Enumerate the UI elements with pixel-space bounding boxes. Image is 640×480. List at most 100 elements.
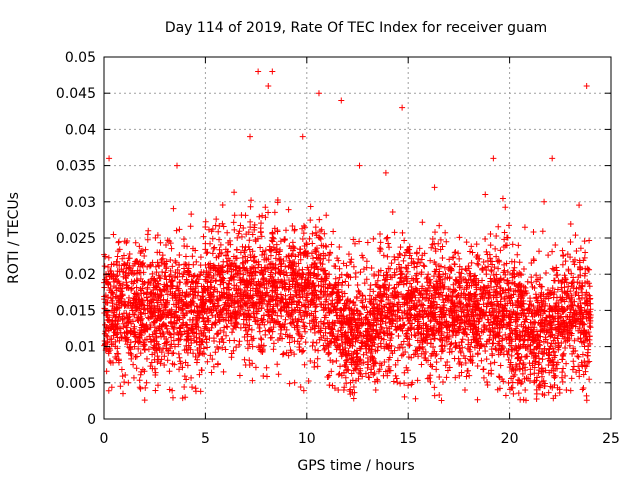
- data-point: [246, 341, 253, 348]
- data-point: [381, 358, 388, 365]
- data-point: [384, 234, 391, 241]
- data-point: [220, 368, 227, 375]
- data-point: [310, 339, 317, 346]
- data-point: [146, 263, 153, 270]
- data-point: [495, 265, 502, 272]
- data-point: [474, 260, 481, 267]
- data-point: [392, 361, 399, 368]
- data-point: [586, 237, 593, 244]
- data-point: [279, 351, 286, 358]
- data-points: [101, 68, 594, 404]
- data-point: [459, 336, 466, 343]
- data-point: [180, 236, 187, 243]
- data-point: [465, 337, 472, 344]
- data-point: [433, 366, 440, 373]
- data-point: [168, 334, 175, 341]
- data-point: [406, 250, 413, 257]
- data-point: [416, 245, 423, 252]
- data-point: [262, 204, 269, 211]
- data-point: [295, 330, 302, 337]
- data-point: [108, 384, 115, 391]
- data-point: [155, 382, 162, 389]
- data-point: [231, 212, 238, 219]
- data-point: [157, 239, 164, 246]
- data-point: [122, 372, 129, 379]
- data-point: [487, 360, 494, 367]
- data-point: [223, 332, 230, 339]
- data-point: [258, 336, 265, 343]
- data-point: [219, 335, 226, 342]
- data-point: [539, 228, 546, 235]
- data-point: [213, 216, 220, 223]
- data-point: [141, 253, 148, 260]
- data-point: [307, 203, 314, 210]
- data-point: [573, 369, 580, 376]
- data-point: [552, 242, 559, 249]
- data-point: [497, 362, 504, 369]
- data-point: [170, 205, 177, 212]
- data-point: [130, 374, 137, 381]
- data-point: [551, 334, 558, 341]
- data-point: [431, 384, 438, 391]
- data-point: [388, 260, 395, 267]
- data-point: [309, 255, 316, 262]
- data-point: [313, 245, 320, 252]
- data-point: [271, 209, 278, 216]
- data-point: [249, 343, 256, 350]
- data-point: [549, 265, 556, 272]
- data-point: [274, 312, 281, 319]
- data-point: [436, 391, 443, 398]
- data-point: [516, 259, 523, 266]
- data-point: [320, 332, 327, 339]
- data-point: [478, 357, 485, 364]
- data-point: [364, 239, 371, 246]
- data-point: [101, 263, 108, 270]
- data-point: [367, 286, 374, 293]
- data-point: [405, 341, 412, 348]
- data-point: [578, 338, 585, 345]
- data-point: [579, 294, 586, 301]
- data-point: [103, 368, 110, 375]
- data-point: [164, 291, 171, 298]
- data-point: [176, 226, 183, 233]
- data-point: [408, 255, 415, 262]
- data-point: [562, 372, 569, 379]
- data-point: [119, 255, 126, 262]
- data-point: [366, 292, 373, 299]
- data-point: [157, 360, 164, 367]
- data-point: [482, 348, 489, 355]
- data-point: [562, 345, 569, 351]
- data-point: [452, 249, 459, 256]
- data-point: [280, 350, 287, 357]
- data-point: [270, 346, 277, 353]
- data-point: [212, 222, 219, 229]
- data-point: [132, 239, 139, 246]
- data-point: [404, 367, 411, 374]
- data-point: [493, 232, 500, 239]
- data-point: [274, 361, 281, 368]
- data-point: [427, 372, 434, 379]
- data-point: [468, 243, 475, 250]
- data-point: [224, 262, 231, 269]
- data-point: [377, 297, 384, 304]
- data-point: [148, 290, 155, 297]
- data-point: [348, 370, 355, 377]
- data-point: [406, 342, 413, 349]
- data-point: [570, 274, 577, 281]
- data-point: [176, 354, 183, 361]
- data-point: [136, 243, 143, 250]
- data-point: [282, 316, 289, 323]
- data-point: [364, 364, 371, 371]
- data-point: [326, 350, 333, 357]
- data-point: [457, 348, 464, 355]
- data-point: [308, 317, 315, 324]
- data-point: [302, 339, 309, 346]
- data-point: [534, 374, 541, 381]
- data-point: [509, 241, 516, 248]
- data-point: [569, 350, 576, 357]
- data-point: [230, 219, 237, 226]
- data-point: [573, 248, 580, 255]
- data-point: [141, 397, 148, 404]
- data-point: [384, 253, 391, 260]
